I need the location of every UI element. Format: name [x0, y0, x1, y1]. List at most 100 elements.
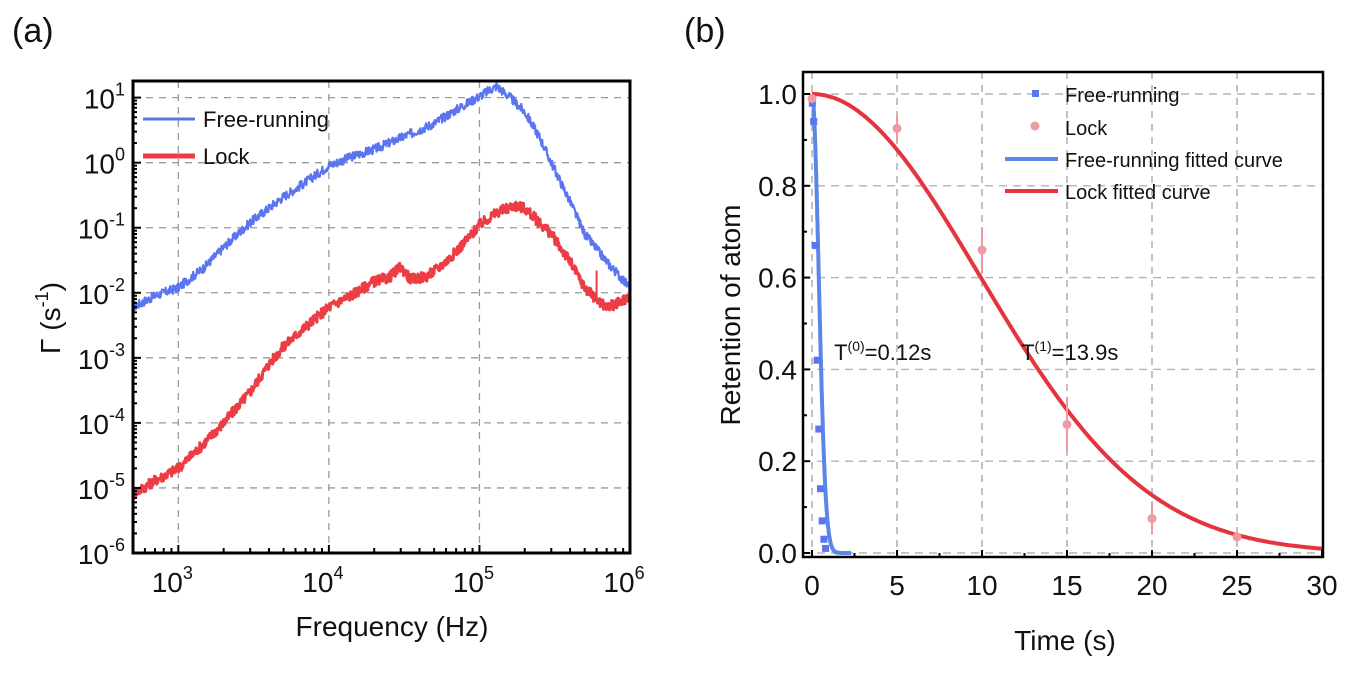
a-y-tick-base: 10 — [78, 279, 109, 310]
a-x-tick-base: 10 — [603, 567, 634, 598]
b-x-tick-label: 15 — [1051, 570, 1082, 601]
chart-a-noise-spectrum: 103 104 105 10610110010-110-210-310-410-510… — [32, 79, 645, 642]
b-point-free-running — [820, 535, 828, 543]
a-x-tick-label: 105 — [453, 563, 494, 598]
b-y-tick-label: 1.0 — [758, 79, 797, 110]
b-point-lock — [892, 123, 902, 133]
b-ticks — [803, 93, 1323, 557]
a-y-tick-exp: -1 — [109, 210, 125, 230]
b-legend: Free-running Lock Free-running fitted cu… — [1005, 85, 1283, 204]
legend-label-lock-b: Lock — [1065, 118, 1108, 140]
b-y-tick-label: 0.2 — [758, 446, 797, 477]
a-x-tick-base: 10 — [453, 567, 484, 598]
b-point-free-running — [818, 517, 826, 525]
a-y-tick-base: 10 — [78, 344, 109, 375]
a-y-tick-base: 10 — [78, 474, 109, 505]
b-plot-frame — [801, 70, 1325, 559]
a-x-tick-label: 104 — [302, 563, 343, 598]
a-y-tick-base: 10 — [84, 84, 115, 115]
b-y-tick-label: 0.6 — [758, 263, 797, 294]
b-x-tick-label: 20 — [1136, 570, 1167, 601]
a-y-tick-label: 10-3 — [78, 340, 125, 375]
b-annotation-lifetime-0: T(0)=0.12s — [834, 338, 931, 365]
a-x-tick-base: 10 — [152, 567, 183, 598]
a-x-axis-title: Frequency (Hz) — [296, 611, 489, 642]
annotation-sup: (1) — [1035, 338, 1052, 354]
a-y-tick-exp: 0 — [115, 145, 125, 165]
b-x-axis-title: Time (s) — [1014, 625, 1116, 656]
legend-marker-free-running — [1032, 90, 1039, 97]
a-x-tick-label: 106 — [603, 563, 644, 598]
a-y-tick-exp: -6 — [109, 535, 125, 555]
annotation-value: =0.12s — [865, 340, 932, 365]
a-y-tick-label: 10-1 — [78, 210, 125, 245]
a-y-tick-label: 100 — [84, 145, 125, 180]
b-annotation-lifetime-1: T(1)=13.9s — [1021, 338, 1118, 365]
annotation-main: T — [834, 340, 847, 365]
b-point-free-running — [817, 485, 824, 493]
b-x-tick-label: 5 — [889, 570, 905, 601]
a-y-axis-title-main: Γ (s — [35, 307, 66, 354]
annotation-sup: (0) — [848, 338, 865, 354]
b-y-tick-label: 0.4 — [758, 354, 797, 385]
a-x-tick-label: 103 — [152, 563, 193, 598]
a-x-tick-exp: 3 — [183, 563, 193, 583]
b-point-free-running — [815, 425, 823, 433]
legend-label-lock-fit: Lock fitted curve — [1065, 182, 1211, 204]
b-x-tick-label: 25 — [1221, 570, 1252, 601]
a-y-tick-label: 10-4 — [78, 405, 125, 440]
a-x-tick-exp: 4 — [333, 563, 343, 583]
b-point-free-running — [810, 118, 818, 126]
a-y-tick-label: 10-2 — [78, 275, 125, 310]
b-x-tick-label: 30 — [1306, 570, 1337, 601]
panel-b-label: (b) — [684, 12, 726, 50]
b-point-free-running — [808, 99, 816, 107]
a-y-tick-exp: -2 — [109, 275, 125, 295]
a-y-tick-exp: 1 — [115, 80, 125, 100]
legend-label-free-running: Free-running — [203, 107, 329, 132]
a-y-axis-title-sup: -1 — [32, 291, 52, 307]
b-point-lock — [1232, 532, 1242, 542]
a-x-tick-exp: 6 — [635, 563, 645, 583]
a-y-tick-label: 10-5 — [78, 470, 125, 505]
b-series — [807, 92, 1323, 555]
a-y-tick-base: 10 — [78, 539, 109, 570]
b-point-lock — [1062, 419, 1072, 429]
b-x-tick-label: 10 — [966, 570, 997, 601]
a-series-line-free-running — [132, 82, 632, 312]
legend-label-free-running-fit: Free-running fitted curve — [1065, 150, 1283, 172]
b-fit-lock-fitted-curve — [812, 92, 1323, 551]
b-annotations: T(0)=0.12s T(1)=13.9s — [834, 338, 1118, 365]
a-y-tick-exp: -5 — [109, 470, 125, 490]
a-y-tick-exp: -3 — [109, 340, 125, 360]
svg-text:Γ (s-1): Γ (s-1) — [32, 282, 66, 354]
b-tick-labels: 0 5 10 15 20 25 30 0.0 0.2 0.4 0.6 0.8 1.0 — [758, 79, 1338, 601]
b-fit-free-running-fitted-curve — [810, 92, 852, 555]
a-plot-frame — [131, 79, 632, 555]
legend-label-free-running-b: Free-running — [1065, 85, 1180, 107]
b-point-lock — [977, 245, 987, 255]
a-legend: Free-running Lock — [143, 107, 329, 169]
b-point-free-running — [811, 241, 819, 249]
a-y-axis-title: Γ (s-1) — [32, 282, 66, 354]
a-grid — [133, 81, 630, 553]
legend-marker-lock — [1030, 121, 1040, 131]
a-y-tick-base: 10 — [78, 214, 109, 245]
annotation-value: =13.9s — [1052, 340, 1119, 365]
b-x-tick-label: 0 — [804, 570, 820, 601]
a-x-tick-exp: 5 — [484, 563, 494, 583]
a-tick-labels: 103 104 105 10610110010-110-210-310-410-510… — [78, 80, 645, 598]
a-y-axis-title-close: ) — [35, 282, 66, 291]
b-point-free-running — [813, 356, 821, 364]
b-y-tick-label: 0.8 — [758, 171, 797, 202]
annotation-main: T — [1021, 340, 1034, 365]
b-point-lock — [807, 94, 817, 104]
b-point-free-running — [822, 544, 830, 552]
a-series — [131, 82, 632, 500]
panel-a-label: (a) — [12, 12, 54, 50]
a-y-tick-base: 10 — [84, 149, 115, 180]
b-grid — [803, 72, 1323, 557]
a-y-tick-label: 10-6 — [78, 535, 125, 570]
a-ticks — [132, 96, 631, 554]
b-y-tick-label: 0.0 — [758, 538, 797, 569]
